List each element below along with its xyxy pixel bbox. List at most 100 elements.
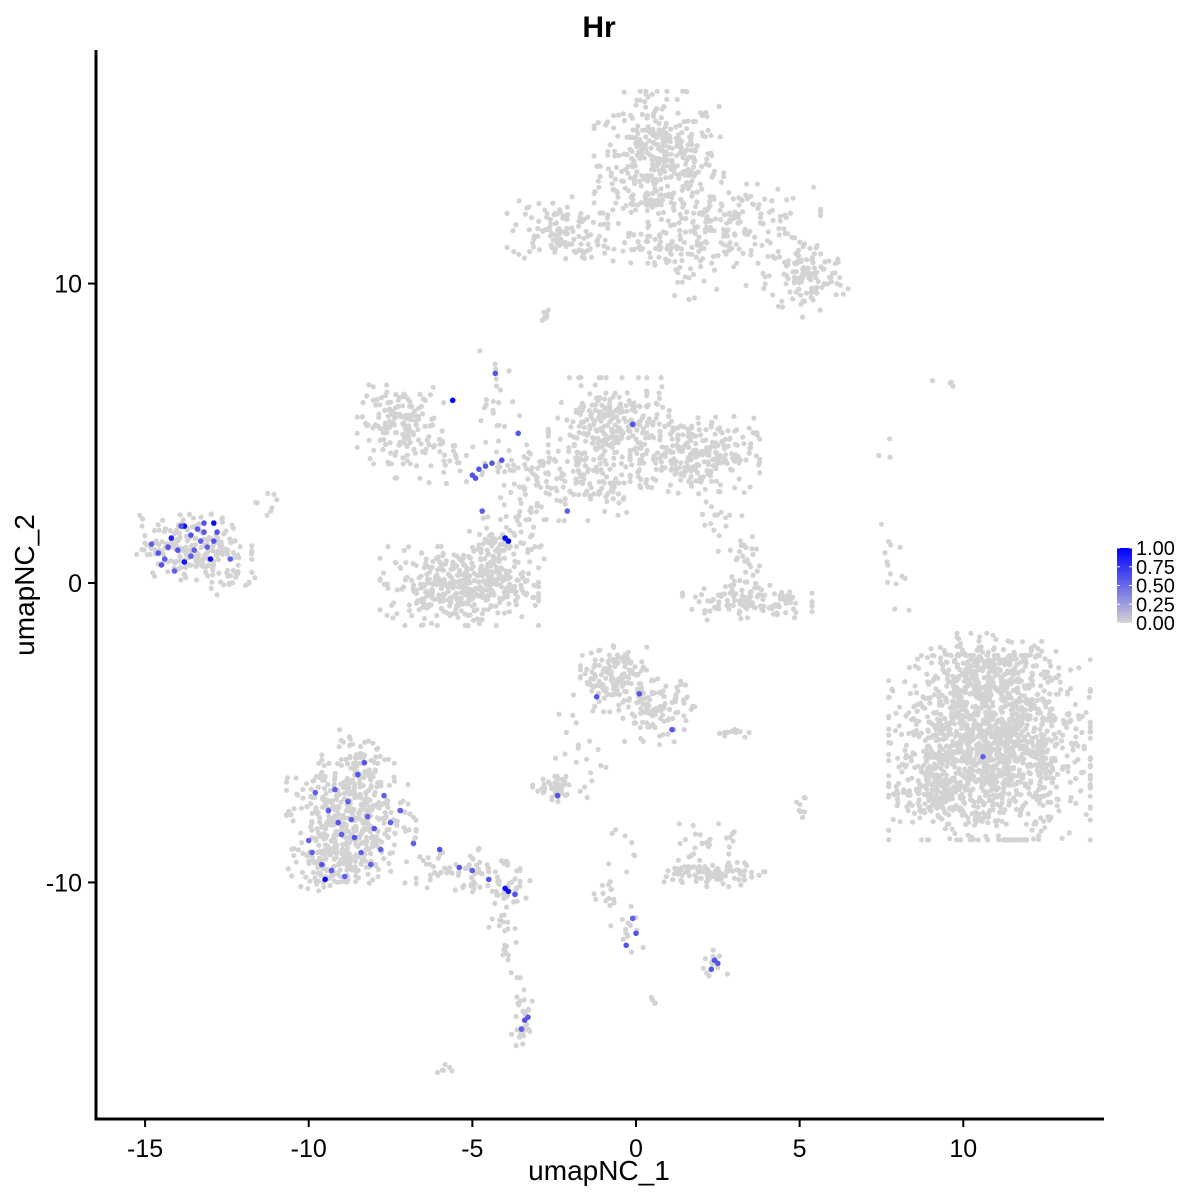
cell-point: [511, 583, 518, 589]
cell-point: [757, 436, 763, 442]
cell-point: [669, 145, 675, 151]
cell-point: [930, 721, 936, 728]
cell-point: [1023, 744, 1030, 750]
cell-point: [637, 724, 644, 731]
cell-point: [1043, 770, 1049, 777]
cell-point: [946, 812, 952, 818]
cell-point: [1032, 654, 1039, 660]
cell-point: [1064, 724, 1070, 730]
cell-point: [635, 375, 642, 381]
cell-point: [419, 550, 425, 556]
cell-point: [690, 118, 696, 125]
cell-point: [485, 593, 491, 599]
cell-point: [692, 594, 698, 600]
cell-point: [676, 443, 682, 450]
cell-point: [665, 218, 671, 224]
cell-point: [601, 243, 607, 249]
cell-point: [533, 509, 540, 515]
cell-point: [1054, 741, 1060, 747]
cell-point: [696, 234, 702, 240]
cell-point: [543, 516, 549, 523]
cell-point: [1003, 740, 1009, 746]
cell-point: [710, 456, 717, 462]
cell-point: [942, 715, 948, 722]
cell-point: [587, 481, 593, 487]
cell-point: [400, 461, 406, 467]
cell-point: [781, 271, 787, 277]
cell-point: [426, 434, 432, 440]
cell-point: [939, 816, 945, 822]
cell-point: [694, 238, 700, 244]
cell-point: [492, 361, 498, 367]
cell-point: [992, 765, 998, 771]
cell-point: [545, 307, 551, 313]
cell-point: [608, 434, 614, 440]
cell-point: [949, 826, 955, 832]
cell-point: [639, 150, 645, 156]
cell-point: [1083, 811, 1089, 818]
cell-point: [410, 582, 417, 588]
cell-point: [897, 819, 903, 825]
cell-point: [736, 246, 742, 252]
cell-point: [589, 440, 596, 446]
cell-point: [532, 602, 538, 609]
cell-point: [903, 742, 910, 749]
cell-point: [940, 662, 946, 669]
cell-point: [514, 577, 520, 583]
cell-point: [997, 804, 1004, 810]
cell-point: [622, 185, 628, 191]
cell-point: [726, 190, 732, 196]
cell-point: [570, 228, 576, 234]
cell-point: [556, 518, 562, 524]
cell-point: [600, 682, 606, 688]
cell-point: [636, 445, 643, 451]
cell-point: [691, 164, 697, 170]
cell-point: [644, 190, 650, 196]
cell-point: [966, 819, 972, 825]
cell-point: [615, 194, 621, 200]
cell-point: [955, 744, 961, 751]
cell-point: [987, 808, 993, 814]
cell-point: [628, 260, 634, 266]
cell-point: [518, 571, 524, 577]
cell-point: [562, 751, 568, 757]
cell-point: [973, 762, 979, 768]
cell-point: [637, 137, 643, 143]
cell-point: [186, 511, 192, 518]
cell-point: [899, 761, 906, 767]
cell-point: [957, 795, 964, 802]
cell-point: [916, 665, 922, 671]
cell-point: [562, 501, 568, 507]
cell-point: [519, 614, 525, 620]
cell-point: [696, 420, 702, 426]
cell-point: [1073, 734, 1079, 740]
cell-point: [644, 447, 650, 454]
cell-point: [794, 260, 800, 266]
cell-point: [924, 781, 930, 788]
cell-point: [643, 91, 649, 97]
cell-point: [1034, 692, 1040, 698]
cell-point: [603, 406, 610, 412]
cell-point: [589, 688, 595, 694]
cell-point: [582, 431, 589, 437]
cell-point: [886, 827, 892, 834]
cell-point: [492, 539, 498, 545]
cell-point: [504, 210, 510, 216]
cell-point: [377, 607, 383, 613]
cell-point: [966, 739, 973, 745]
cell-point: [391, 600, 397, 606]
cell-point: [447, 613, 453, 619]
cell-point: [602, 458, 608, 464]
cell-point: [1047, 691, 1053, 697]
cell-point: [699, 163, 705, 170]
cell-point: [1027, 675, 1034, 682]
cell-point: [655, 161, 661, 167]
cell-point: [657, 176, 663, 182]
cell-point: [487, 532, 493, 539]
cell-point: [644, 404, 650, 410]
cell-point: [999, 730, 1005, 736]
cell-point: [566, 448, 572, 454]
cell-point: [424, 437, 430, 444]
cell-point: [775, 249, 781, 255]
cell-point: [1037, 770, 1043, 777]
